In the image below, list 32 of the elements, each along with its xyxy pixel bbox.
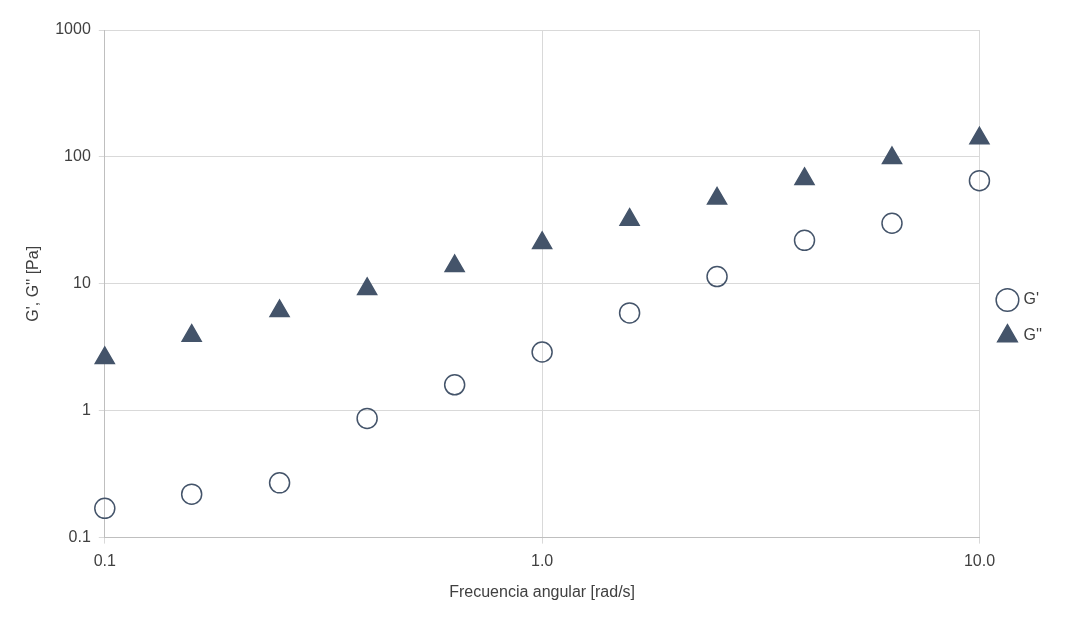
y-tick-label: 0.1 [68,528,91,546]
point [969,126,990,145]
point [619,207,640,226]
x-axis-title: Frecuencia angular [rad/s] [449,582,636,600]
point [356,407,378,430]
point [94,346,116,365]
point [443,374,466,396]
point [181,323,202,342]
y-tick-label: 10 [73,274,91,292]
y-axis-title: G', G'' [Pa] [24,245,42,322]
y-tick-label: 1000 [55,20,91,38]
x-tick-label: 0.1 [93,551,117,569]
y-tick-label: 100 [64,147,91,165]
point [94,497,116,520]
point [794,167,815,186]
point [180,483,203,505]
point [356,277,378,296]
point [706,265,728,288]
point [531,231,553,250]
point [268,472,291,494]
point [444,254,465,273]
point [881,212,903,234]
point [531,341,553,363]
point [881,146,903,165]
point [706,186,728,205]
x-tick-label: 10.0 [963,551,996,569]
legend-label: G' [1023,290,1039,308]
point [618,302,641,324]
x-tick-label: 1.0 [530,551,554,569]
y-tick-label: 1 [81,401,91,419]
legend-label: G'' [1023,326,1043,344]
point [269,299,290,318]
